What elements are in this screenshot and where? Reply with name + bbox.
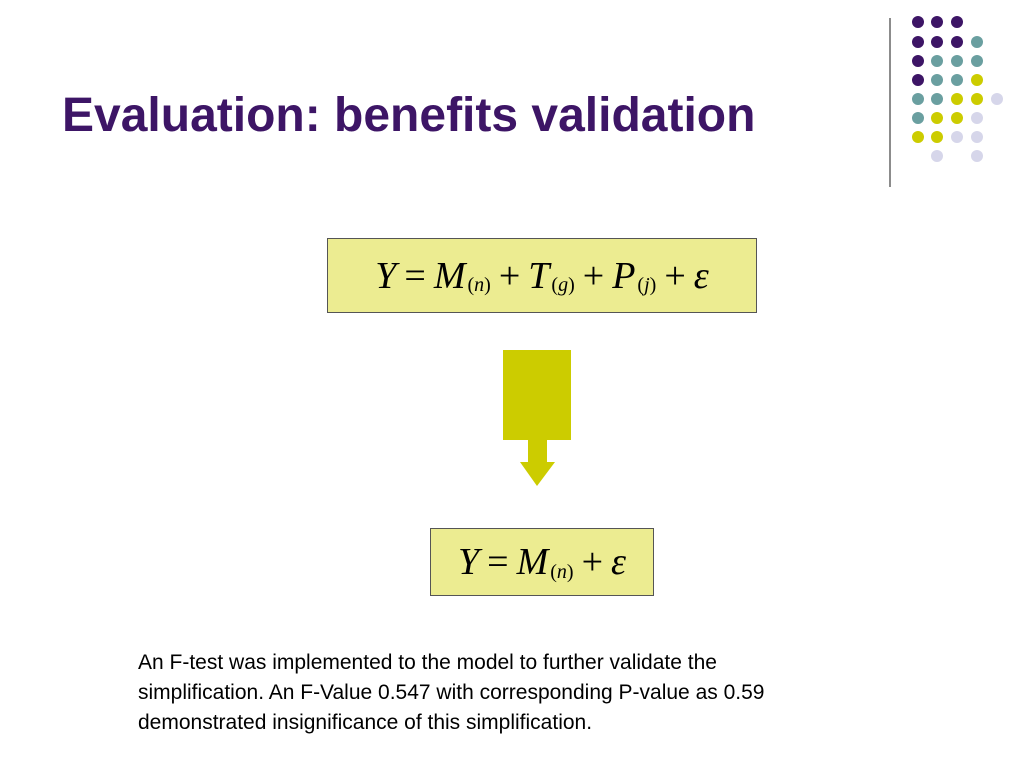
paragraph: An F-test was implemented to the model t… [138,648,764,738]
symbol: T [528,254,550,297]
dot-grid [912,16,1003,162]
operator: = [404,254,426,297]
operator: + [581,541,604,583]
equation-box: Y = M (n) + ε [430,528,654,596]
down-arrow [503,350,571,486]
subscript: (n) [550,560,574,583]
subscript-index: j [644,274,650,296]
subscript: (g) [551,274,575,296]
slide-title: Evaluation: benefits validation [62,89,756,142]
symbol: M [516,541,549,583]
operator: + [664,254,686,297]
subscript-index: n [556,560,567,583]
subscript-index: g [558,274,569,296]
symbol: ε [611,541,626,583]
paragraph-line: An F-test was implemented to the model t… [138,651,717,674]
equation-box: Y = M (n) + T (g) + P (j) + ε [327,238,757,313]
subscript: (n) [467,274,491,296]
symbol: Y [458,541,480,583]
symbol: P [612,254,636,297]
paragraph-line: simplification. An F-Value 0.547 with co… [138,681,765,704]
paragraph-line: demonstrated insignificance of this simp… [138,711,593,734]
symbol: ε [693,254,709,297]
subscript-index: n [474,274,485,296]
operator: = [487,541,509,583]
symbol: Y [375,254,397,297]
operator: + [582,254,605,297]
symbol: M [433,254,466,297]
subscript: (j) [637,274,657,296]
operator: + [498,254,521,297]
